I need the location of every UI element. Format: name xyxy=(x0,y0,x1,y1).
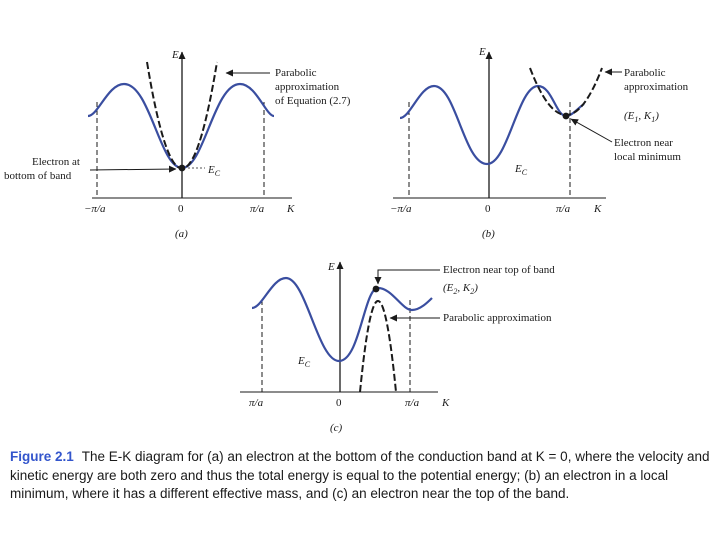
panel-b-electron-pointer xyxy=(570,118,613,143)
panel-c-top-note: Electron near top of band xyxy=(443,264,555,276)
panel-b-caption-label: (b) xyxy=(482,228,495,240)
panel-b-tick-zero: 0 xyxy=(485,203,491,215)
panel-c-k-axis-label: K xyxy=(441,397,450,409)
panel-b-energy-axis-label: E xyxy=(478,46,486,58)
panel-a-electron-note: Electron at bottom of band xyxy=(4,156,83,182)
panel-c-caption-label: (c) xyxy=(330,422,343,434)
panel-b: E EC K −π/a 0 π/a (b) Parabolic approxim… xyxy=(390,46,689,240)
panel-a-tick-left: −π/a xyxy=(84,203,106,215)
panel-a-tick-right: π/a xyxy=(250,203,265,215)
panel-b-electron-dot xyxy=(562,112,570,120)
panel-a-k-axis-label: K xyxy=(286,203,295,215)
figure-caption-label: Figure 2.1 xyxy=(10,449,74,464)
panel-b-parabolic-approximation xyxy=(529,67,603,116)
panel-b-electron-note: Electron near local minimum xyxy=(614,137,681,163)
panel-a-parabolic-note: Parabolic approximation of Equation (2.7… xyxy=(275,67,351,107)
panel-b-tick-left: −π/a xyxy=(390,203,412,215)
panel-a-ec-label: EC xyxy=(207,164,221,178)
panel-c-energy-axis-label: E xyxy=(327,261,335,273)
panel-b-tick-right: π/a xyxy=(556,203,571,215)
panel-c: E EC K π/a 0 π/a (c) Electron near top o… xyxy=(240,261,555,434)
panel-c-parabolic-note: Parabolic approximation xyxy=(443,312,552,324)
panel-a-energy-axis-label: E xyxy=(171,49,179,61)
panel-a-band-curve xyxy=(87,82,275,170)
panel-a-electron-dot xyxy=(178,164,186,172)
panel-c-point-label: (E2, K2) xyxy=(443,282,478,296)
panel-b-band-curve xyxy=(399,84,585,166)
panel-b-point-label: (E1, K1) xyxy=(624,110,659,124)
panel-a-electron-pointer xyxy=(89,165,177,173)
panel-c-parabolic-approximation xyxy=(359,300,397,393)
panel-b-k-axis-label: K xyxy=(593,203,602,215)
figure-caption: Figure 2.1 The E-K diagram for (a) an ele… xyxy=(10,448,710,504)
panel-a: E EC K −π/a 0 π/a (a) Parabolic approxim… xyxy=(4,49,351,240)
panel-c-ec-label: EC xyxy=(297,355,311,369)
panel-b-parabolic-note: Parabolic approximation xyxy=(624,67,689,93)
panel-b-ec-label: EC xyxy=(514,163,528,177)
panel-a-tick-zero: 0 xyxy=(178,203,184,215)
panel-c-electron-dot xyxy=(372,285,380,293)
panel-c-tick-left: π/a xyxy=(249,397,264,409)
panel-a-caption-label: (a) xyxy=(175,228,188,240)
figure-caption-text: The E-K diagram for (a) an electron at t… xyxy=(10,449,710,501)
panel-c-tick-zero: 0 xyxy=(336,397,342,409)
panel-c-top-pointer xyxy=(374,269,440,285)
panel-c-band-curve xyxy=(251,276,433,363)
panel-c-tick-right: π/a xyxy=(405,397,420,409)
